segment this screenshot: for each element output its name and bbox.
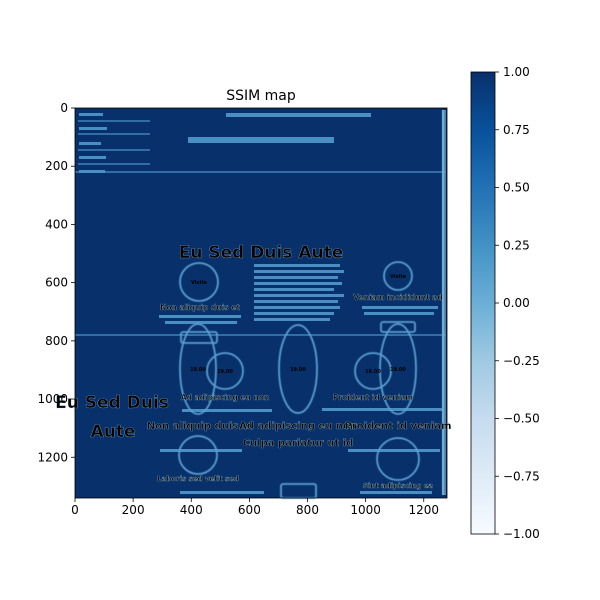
x-tick-label: 200 [122, 503, 145, 517]
colorbar-tick-label: −1.00 [503, 527, 540, 541]
left-heading-1: Eu Sed Duis [55, 393, 169, 413]
svg-text:19.00: 19.00 [190, 367, 206, 373]
x-tick-label: 1000 [350, 503, 381, 517]
colorbar-tick-label: 0.00 [503, 296, 530, 310]
colorbar-gradient [471, 72, 495, 534]
y-tick-label: 1200 [37, 450, 68, 464]
colorbar-tick-label: 0.50 [503, 181, 530, 195]
x-axis: 0 200 400 600 800 1000 1200 [71, 498, 439, 517]
y-tick-label: 400 [45, 217, 68, 231]
svg-text:Vistle: Vistle [390, 274, 407, 280]
caption-right-bottom: Sint adipiscing ea [363, 482, 434, 490]
center-heading: Eu Sed Duis Aute [179, 243, 344, 263]
heatmap-shapes [178, 261, 420, 499]
caption-right-low: Proident id veniam [345, 421, 452, 432]
caption-left-mid: Ad adipiscing eu non [181, 393, 269, 402]
caption-left-top: Non aliquip duis et [160, 303, 240, 312]
caption-right-top: Veniam incididunt ad [353, 293, 442, 302]
y-tick-label: 600 [45, 276, 68, 290]
svg-text:19.00: 19.00 [390, 367, 406, 373]
colorbar: 1.00 0.75 0.50 0.25 0.00 −0.25 −0.50 −0.75 −1.00 [470, 65, 540, 541]
colorbar-tick-label: −0.50 [503, 412, 540, 426]
colorbar-tick-label: 1.00 [503, 65, 530, 79]
svg-text:19.00: 19.00 [365, 369, 381, 375]
svg-text:19.00: 19.00 [217, 369, 233, 375]
left-heading-2: Aute [91, 422, 136, 442]
caption-right-mid: Proident id veniam [333, 393, 413, 402]
chart-title: SSIM map [226, 88, 296, 104]
caption-left-low: Non aliquip duis et [147, 421, 254, 432]
y-tick-label: 0 [60, 101, 68, 115]
svg-text:Vistle: Vistle [191, 280, 208, 286]
ssim-heatmap: Vistle Vistle 19.00 19.00 19.00 19.00 19… [55, 107, 452, 499]
colorbar-tick-label: −0.75 [503, 469, 540, 483]
x-tick-label: 400 [180, 503, 203, 517]
x-tick-label: 800 [296, 503, 319, 517]
heatmap-structure [75, 110, 446, 495]
heatmap-shape-labels: Vistle Vistle 19.00 19.00 19.00 19.00 19… [190, 274, 407, 375]
caption-left-bottom: Laboris sed velit sed [157, 475, 239, 483]
heatmap-frame [74, 107, 448, 499]
heatmap-text-blobs [79, 113, 442, 494]
colorbar-tick-label: 0.25 [503, 238, 530, 252]
svg-text:19.00: 19.00 [290, 367, 306, 373]
x-tick-label: 1200 [408, 503, 439, 517]
x-tick-label: 0 [71, 503, 79, 517]
colorbar-ticks: 1.00 0.75 0.50 0.25 0.00 −0.25 −0.50 −0.75 −1.00 [495, 65, 540, 541]
y-tick-label: 200 [45, 159, 68, 173]
caption-center-bottom: Culpa pariatur ut id [243, 438, 354, 449]
y-axis: 0 200 400 600 800 1000 1200 [37, 101, 75, 464]
colorbar-tick-label: 0.75 [503, 123, 530, 137]
colorbar-tick-label: −0.25 [503, 354, 540, 368]
y-tick-label: 800 [45, 334, 68, 348]
x-tick-label: 600 [238, 503, 261, 517]
caption-center-low: Ad adipiscing eu non [239, 421, 357, 432]
y-tick-label: 1000 [37, 392, 68, 406]
heatmap-visible-text: Eu Sed Duis Aute Eu Sed Duis Aute Non al… [55, 243, 452, 490]
